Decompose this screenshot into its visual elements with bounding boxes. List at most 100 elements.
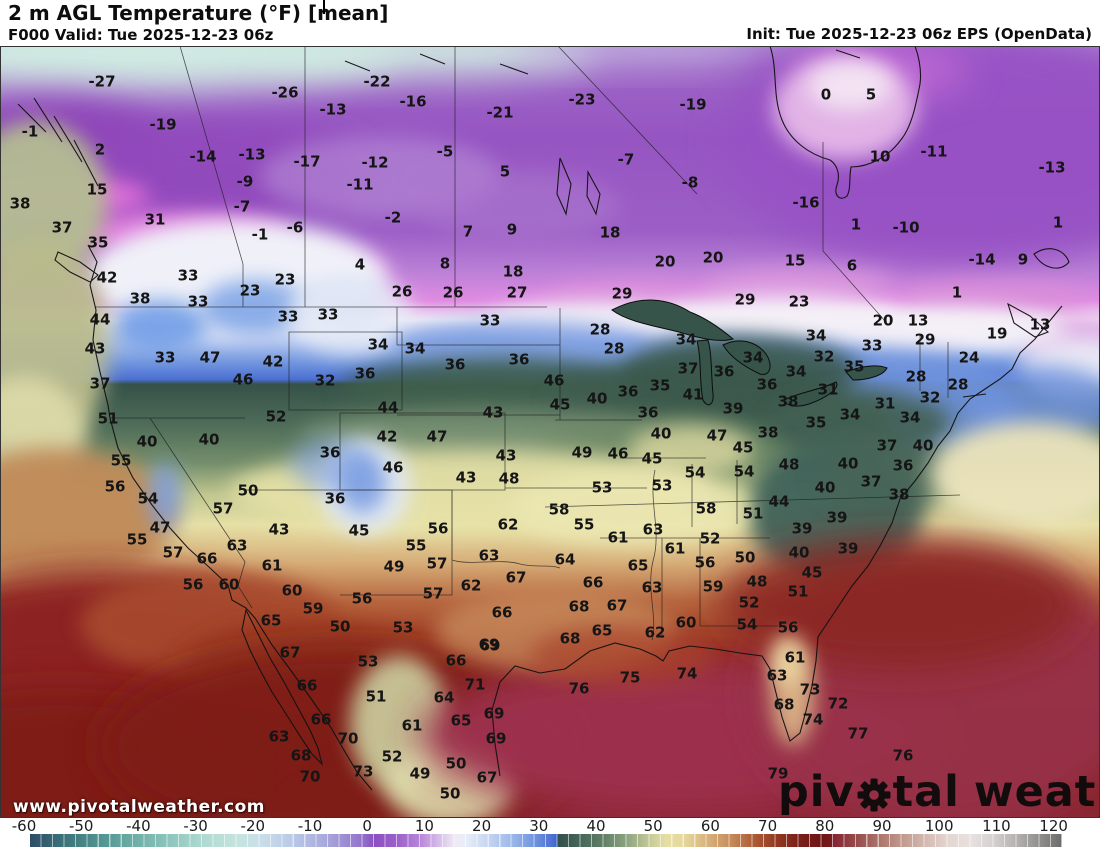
temp-label: 50 bbox=[237, 481, 259, 500]
temp-label: 63 bbox=[766, 666, 788, 685]
temp-label: 46 bbox=[543, 371, 565, 390]
temp-label: 20 bbox=[702, 248, 724, 267]
temp-label: 71 bbox=[464, 675, 486, 694]
temp-label: 43 bbox=[268, 520, 290, 539]
temp-label: -27 bbox=[88, 72, 116, 91]
temp-label: 38 bbox=[9, 194, 31, 213]
temp-label: 46 bbox=[232, 370, 254, 389]
temp-label: 24 bbox=[958, 348, 980, 367]
temp-label: 40 bbox=[198, 430, 220, 449]
temp-label: 38 bbox=[888, 485, 910, 504]
watermark-url: www.pivotalweather.com bbox=[13, 797, 266, 817]
temp-label: -1 bbox=[251, 225, 269, 244]
temp-label: 56 bbox=[777, 618, 799, 637]
temp-label: 33 bbox=[277, 307, 299, 326]
temp-label: 41 bbox=[682, 385, 704, 404]
colorbar-tick: 0 bbox=[362, 817, 372, 835]
temp-label: 61 bbox=[664, 539, 686, 558]
temp-label: 13 bbox=[1029, 315, 1051, 334]
temp-label: 61 bbox=[607, 528, 629, 547]
temp-label: 67 bbox=[476, 768, 498, 787]
temp-label: 9 bbox=[1017, 250, 1029, 269]
temp-label: 63 bbox=[478, 546, 500, 565]
colorbar-tick: 10 bbox=[414, 817, 434, 835]
temp-label: 52 bbox=[699, 529, 721, 548]
temp-label: 70 bbox=[299, 767, 321, 786]
temp-label: 29 bbox=[914, 330, 936, 349]
temp-label: 6 bbox=[846, 256, 858, 275]
title-box-edge bbox=[323, 0, 325, 14]
temp-label: 58 bbox=[695, 499, 717, 518]
page-title: 2 m AGL Temperature (°F) [mean] bbox=[8, 1, 389, 25]
temp-label: 76 bbox=[892, 746, 914, 765]
temp-label: 37 bbox=[677, 359, 699, 378]
temp-label: 38 bbox=[777, 392, 799, 411]
temp-label: 36 bbox=[713, 362, 735, 381]
temp-label: 32 bbox=[314, 371, 336, 390]
temp-label: 66 bbox=[491, 603, 513, 622]
temp-label: 28 bbox=[589, 320, 611, 339]
colorbar-tick: -50 bbox=[68, 817, 94, 835]
temp-label: 33 bbox=[479, 311, 501, 330]
temp-label: 47 bbox=[426, 427, 448, 446]
temp-label: 79 bbox=[767, 764, 789, 783]
temp-label: -9 bbox=[236, 172, 254, 191]
temp-label: 45 bbox=[732, 438, 754, 457]
temp-label: 65 bbox=[627, 556, 649, 575]
colorbar-tick: 70 bbox=[758, 817, 778, 835]
colorbar-tick: 100 bbox=[924, 817, 954, 835]
temp-label: 20 bbox=[872, 311, 894, 330]
temp-label: 68 bbox=[559, 629, 581, 648]
temp-label: 34 bbox=[404, 339, 426, 358]
temp-label: 70 bbox=[337, 729, 359, 748]
temp-label: 52 bbox=[738, 593, 760, 612]
init-time-label: Init: Tue 2025-12-23 06z EPS (OpenData) bbox=[746, 25, 1092, 43]
temp-label: 67 bbox=[279, 643, 301, 662]
temp-label: 64 bbox=[433, 688, 455, 707]
temp-label: 57 bbox=[212, 499, 234, 518]
temp-label: 28 bbox=[603, 339, 625, 358]
temp-label: 36 bbox=[637, 403, 659, 422]
temp-label: 34 bbox=[675, 330, 697, 349]
temp-label: 48 bbox=[746, 572, 768, 591]
temp-label: 42 bbox=[96, 268, 118, 287]
temp-label: 31 bbox=[874, 394, 896, 413]
temp-label: 63 bbox=[642, 520, 664, 539]
colorbar-tick: 20 bbox=[472, 817, 492, 835]
colorbar bbox=[30, 834, 1062, 847]
temp-label: 51 bbox=[97, 409, 119, 428]
temp-label: 2 bbox=[94, 140, 106, 159]
temp-label: -16 bbox=[399, 92, 427, 111]
temp-label: 58 bbox=[548, 500, 570, 519]
temp-label: 8 bbox=[439, 254, 451, 273]
temp-label: 53 bbox=[357, 652, 379, 671]
colorbar-segment-lines bbox=[30, 834, 1062, 847]
temp-label: -13 bbox=[238, 145, 266, 164]
temp-label: 60 bbox=[218, 575, 240, 594]
temp-label: 61 bbox=[401, 716, 423, 735]
temp-label: 37 bbox=[860, 472, 882, 491]
temp-label: 43 bbox=[455, 468, 477, 487]
temp-label: 66 bbox=[196, 549, 218, 568]
temp-label: 13 bbox=[907, 311, 929, 330]
temp-label: 60 bbox=[675, 613, 697, 632]
temp-label: 62 bbox=[644, 623, 666, 642]
temp-label: 56 bbox=[427, 519, 449, 538]
temp-label: 54 bbox=[137, 489, 159, 508]
temp-label: 37 bbox=[51, 218, 73, 237]
temp-label: 1 bbox=[850, 215, 862, 234]
temp-label: 32 bbox=[919, 388, 941, 407]
temp-label: 68 bbox=[290, 746, 312, 765]
temp-label: 55 bbox=[126, 530, 148, 549]
temp-label: 28 bbox=[947, 375, 969, 394]
temp-label: 69 bbox=[485, 729, 507, 748]
temp-label: 34 bbox=[805, 326, 827, 345]
temp-label: -8 bbox=[681, 173, 699, 192]
temp-label: 33 bbox=[187, 292, 209, 311]
temp-label: 10 bbox=[869, 147, 891, 166]
temp-label: -5 bbox=[436, 142, 454, 161]
temp-label: 36 bbox=[756, 375, 778, 394]
temp-label: 43 bbox=[495, 446, 517, 465]
temp-label: 60 bbox=[281, 581, 303, 600]
colorbar-tick: 110 bbox=[982, 817, 1011, 835]
